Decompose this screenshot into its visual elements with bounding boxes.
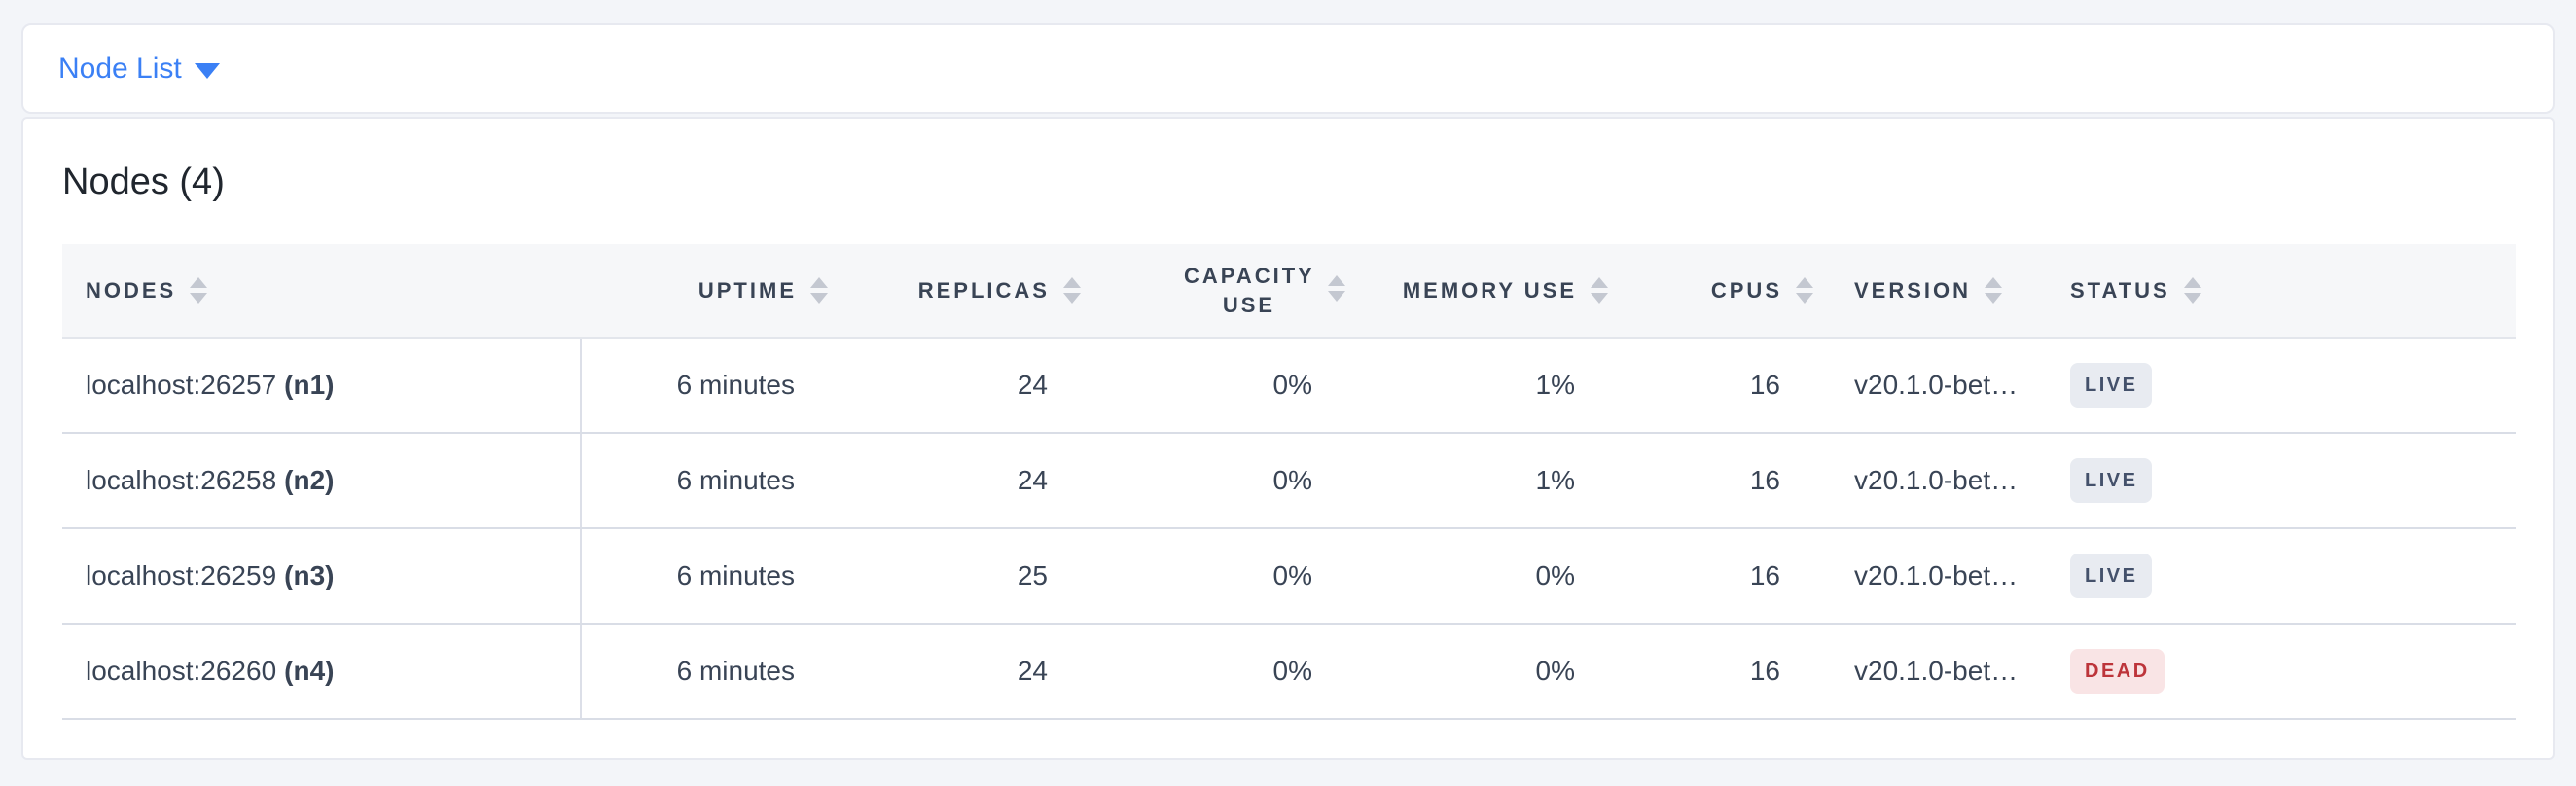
cpus-cell: 16 <box>1622 624 1827 720</box>
uptime-cell: 6 minutes <box>581 528 841 625</box>
status-cell: LIVE <box>2043 433 2516 529</box>
sort-icon[interactable] <box>190 277 208 304</box>
column-header-capacity-use[interactable]: CAPACITY USE <box>1094 244 1359 339</box>
node-address: localhost:26257 <box>86 370 277 400</box>
column-header-label: MEMORY USE <box>1402 277 1577 303</box>
capacity-use-cell: 0% <box>1094 624 1359 720</box>
replicas-cell: 24 <box>841 433 1094 529</box>
table-header-row: NODES UPTIME REPLICAS <box>62 244 2516 339</box>
version-cell: v20.1.0-bet… <box>1827 338 2043 434</box>
column-header-uptime[interactable]: UPTIME <box>581 244 841 339</box>
version-cell: v20.1.0-bet… <box>1827 624 2043 720</box>
column-header-memory-use[interactable]: MEMORY USE <box>1359 244 1622 339</box>
status-badge: DEAD <box>2070 649 2165 694</box>
replicas-cell: 24 <box>841 624 1094 720</box>
page-title: Nodes (4) <box>62 161 225 202</box>
column-header-label: REPLICAS <box>917 277 1050 303</box>
version-cell: v20.1.0-bet… <box>1827 433 2043 529</box>
status-cell: DEAD <box>2043 624 2516 720</box>
status-cell: LIVE <box>2043 528 2516 625</box>
column-header-label: CAPACITY USE <box>1184 263 1315 317</box>
uptime-cell: 6 minutes <box>581 624 841 720</box>
table-row[interactable]: localhost:26260 (n4) 6 minutes 24 0% 0% 1… <box>62 624 2516 720</box>
column-header-nodes[interactable]: NODES <box>62 244 581 339</box>
cpus-cell: 16 <box>1622 433 1827 529</box>
node-address: localhost:26259 <box>86 560 277 590</box>
uptime-cell: 6 minutes <box>581 433 841 529</box>
node-id: (n2) <box>284 465 335 495</box>
sort-icon[interactable] <box>1063 277 1081 304</box>
sort-icon[interactable] <box>810 277 828 304</box>
status-badge: LIVE <box>2070 363 2153 408</box>
column-header-cpus[interactable]: CPUS <box>1622 244 1827 339</box>
column-header-version[interactable]: VERSION <box>1827 244 2043 339</box>
column-header-status[interactable]: STATUS <box>2043 244 2516 339</box>
node-id: (n4) <box>284 656 335 686</box>
node-address: localhost:26260 <box>86 656 277 686</box>
node-address-cell: localhost:26259 (n3) <box>62 528 582 625</box>
sort-icon[interactable] <box>2183 277 2201 304</box>
capacity-use-cell: 0% <box>1094 338 1359 434</box>
table-row[interactable]: localhost:26257 (n1) 6 minutes 24 0% 1% 1… <box>62 338 2516 434</box>
capacity-use-cell: 0% <box>1094 433 1359 529</box>
table-row[interactable]: localhost:26258 (n2) 6 minutes 24 0% 1% 1… <box>62 433 2516 529</box>
capacity-use-cell: 0% <box>1094 528 1359 625</box>
status-badge: LIVE <box>2070 554 2153 598</box>
sort-icon[interactable] <box>1985 277 2003 304</box>
section-nav-bar: Node List <box>21 23 2555 114</box>
sort-icon[interactable] <box>1591 277 1608 304</box>
status-badge: LIVE <box>2070 458 2153 503</box>
column-header-label: STATUS <box>2070 277 2170 303</box>
column-header-replicas[interactable]: REPLICAS <box>841 244 1094 339</box>
table-row[interactable]: localhost:26259 (n3) 6 minutes 25 0% 0% 1… <box>62 528 2516 625</box>
node-id: (n1) <box>284 370 335 400</box>
memory-use-cell: 0% <box>1359 624 1622 720</box>
replicas-cell: 24 <box>841 338 1094 434</box>
column-header-label: UPTIME <box>698 277 797 303</box>
node-list-dropdown[interactable]: Node List <box>58 54 220 84</box>
node-address-cell: localhost:26257 (n1) <box>62 338 582 434</box>
memory-use-cell: 1% <box>1359 433 1622 529</box>
node-address: localhost:26258 <box>86 465 277 495</box>
status-cell: LIVE <box>2043 338 2516 434</box>
caret-down-icon <box>194 62 220 79</box>
nodes-table: NODES UPTIME REPLICAS <box>62 244 2516 720</box>
uptime-cell: 6 minutes <box>581 338 841 434</box>
column-header-label: CPUS <box>1710 277 1782 303</box>
replicas-cell: 25 <box>841 528 1094 625</box>
memory-use-cell: 1% <box>1359 338 1622 434</box>
column-header-label: NODES <box>86 277 177 303</box>
version-cell: v20.1.0-bet… <box>1827 528 2043 625</box>
nodes-panel: Nodes (4) NODES UPTIME <box>21 117 2555 760</box>
node-list-dropdown-label: Node List <box>58 52 182 85</box>
node-address-cell: localhost:26258 (n2) <box>62 433 582 529</box>
cpus-cell: 16 <box>1622 338 1827 434</box>
cpus-cell: 16 <box>1622 528 1827 625</box>
sort-icon[interactable] <box>1796 277 1813 304</box>
node-address-cell: localhost:26260 (n4) <box>62 624 582 720</box>
column-header-label: VERSION <box>1854 277 1972 303</box>
node-id: (n3) <box>284 560 335 590</box>
memory-use-cell: 0% <box>1359 528 1622 625</box>
sort-icon[interactable] <box>1328 274 1345 302</box>
